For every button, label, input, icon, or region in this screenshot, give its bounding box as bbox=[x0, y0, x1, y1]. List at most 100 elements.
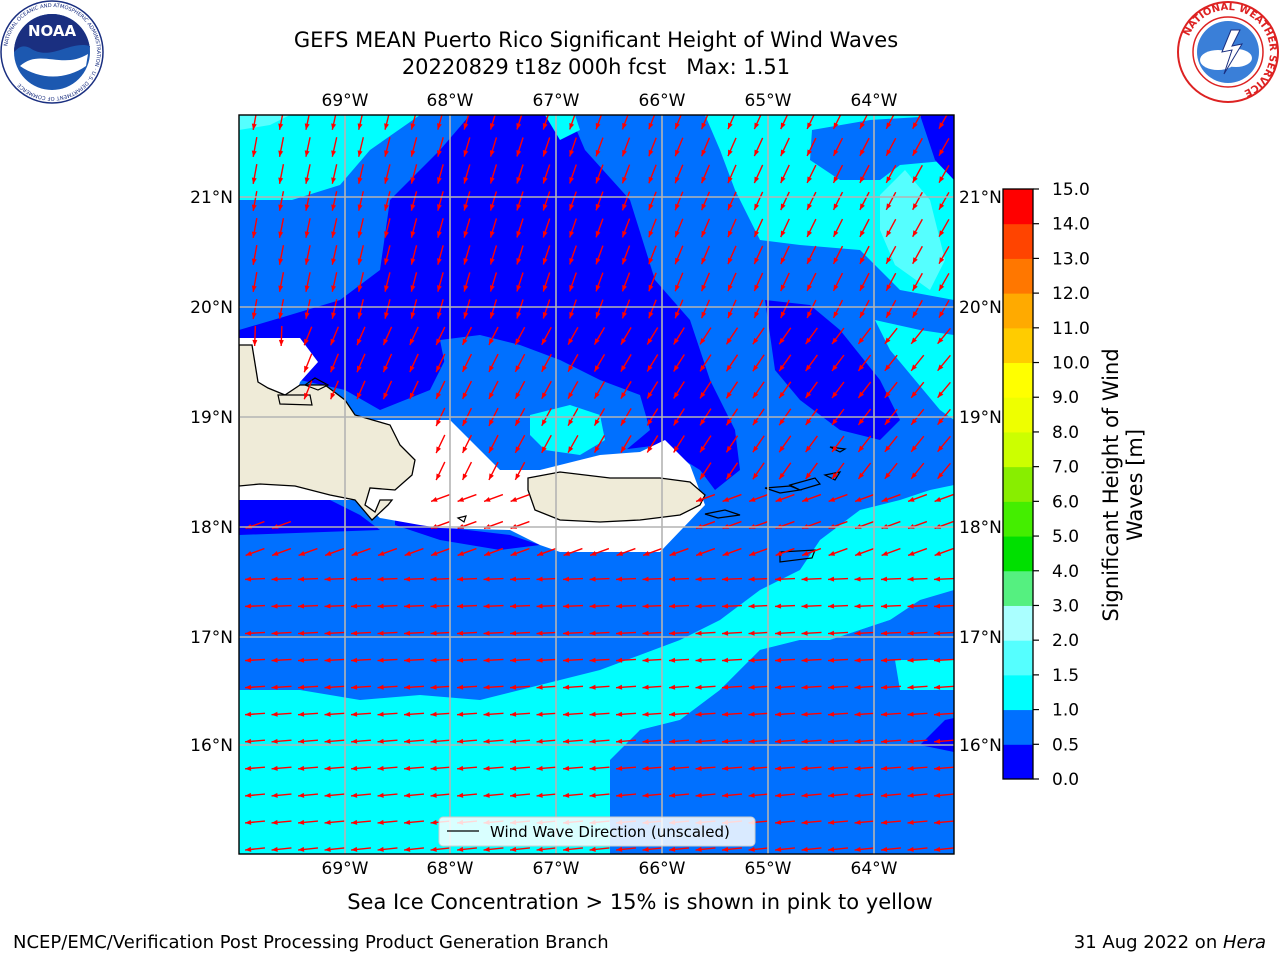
wave-direction-arrow bbox=[907, 846, 928, 852]
wave-direction-arrow bbox=[357, 299, 364, 319]
wave-direction-arrow bbox=[748, 711, 769, 717]
wave-direction-arrow bbox=[271, 684, 292, 690]
wave-direction-arrow bbox=[251, 218, 258, 238]
wave-direction-arrow bbox=[912, 164, 923, 184]
wave-direction-arrow bbox=[831, 381, 845, 399]
wave-direction-arrow bbox=[304, 299, 311, 319]
wave-direction-arrow bbox=[674, 191, 684, 211]
wave-direction-arrow bbox=[489, 191, 498, 211]
wave-direction-arrow bbox=[456, 630, 478, 636]
wave-direction-arrow bbox=[881, 547, 901, 557]
wave-direction-arrow bbox=[648, 272, 657, 292]
wave-direction-arrow bbox=[780, 245, 790, 265]
wave-direction-arrow bbox=[780, 115, 789, 130]
wave-direction-arrow bbox=[463, 191, 471, 211]
wave-direction-arrow bbox=[774, 711, 796, 717]
wave-direction-arrow bbox=[907, 684, 928, 690]
wave-direction-arrow bbox=[435, 326, 446, 346]
wave-direction-arrow bbox=[357, 272, 364, 292]
wave-direction-arrow bbox=[430, 765, 451, 771]
wave-direction-arrow bbox=[483, 684, 504, 690]
lon-label-bottom: 68°W bbox=[427, 859, 474, 879]
wave-direction-arrow bbox=[938, 115, 948, 130]
colorbar-tick-label: 10.0 bbox=[1052, 354, 1090, 374]
wave-direction-arrow bbox=[589, 792, 610, 798]
wave-direction-arrow bbox=[278, 299, 285, 319]
wave-direction-arrow bbox=[410, 245, 418, 265]
lat-label-right: 17°N bbox=[959, 628, 1002, 648]
wave-direction-arrow bbox=[435, 434, 446, 454]
wave-direction-arrow bbox=[271, 765, 292, 771]
wave-direction-arrow bbox=[403, 765, 425, 771]
wave-direction-arrow bbox=[907, 603, 928, 609]
wave-direction-arrow bbox=[699, 381, 712, 399]
wave-direction-arrow bbox=[778, 354, 792, 372]
wave-direction-arrow bbox=[536, 711, 557, 717]
wave-direction-arrow bbox=[753, 137, 764, 157]
wave-direction-arrow bbox=[536, 765, 557, 771]
wave-direction-arrow bbox=[509, 846, 531, 852]
wave-direction-arrow bbox=[695, 657, 716, 663]
wave-direction-arrow bbox=[278, 325, 284, 347]
wave-direction-arrow bbox=[881, 493, 901, 503]
wave-direction-arrow bbox=[589, 765, 610, 771]
lat-label-right: 16°N bbox=[959, 736, 1002, 756]
wave-direction-arrow bbox=[648, 137, 657, 157]
wave-direction-arrow bbox=[937, 462, 951, 480]
wave-direction-arrow bbox=[542, 218, 551, 238]
wave-direction-arrow bbox=[542, 245, 551, 265]
wave-direction-arrow bbox=[615, 738, 637, 744]
wave-direction-arrow bbox=[615, 657, 637, 663]
wave-direction-arrow bbox=[774, 765, 796, 771]
wave-direction-arrow bbox=[831, 435, 845, 453]
wave-direction-arrow bbox=[271, 792, 292, 798]
wave-direction-arrow bbox=[488, 380, 499, 400]
wave-direction-arrow bbox=[567, 326, 579, 346]
wind-wave-direction-arrows bbox=[244, 115, 954, 852]
wave-direction-arrow bbox=[700, 164, 711, 184]
wave-direction-arrow bbox=[297, 792, 319, 798]
wave-direction-arrow bbox=[854, 576, 875, 582]
wave-direction-arrow bbox=[938, 137, 950, 157]
contour-cyan-east bbox=[875, 320, 954, 420]
wave-direction-arrow bbox=[774, 603, 796, 609]
wave-direction-arrow bbox=[880, 684, 902, 690]
plot-title: GEFS MEAN Puerto Rico Significant Height… bbox=[293, 28, 899, 52]
wave-direction-arrow bbox=[854, 493, 875, 503]
wave-direction-arrow bbox=[880, 576, 902, 582]
wave-direction-arrow bbox=[674, 164, 684, 184]
wave-direction-arrow bbox=[589, 576, 610, 582]
sea-ice-caption: Sea Ice Concentration > 15% is shown in … bbox=[347, 890, 933, 914]
wave-direction-arrow bbox=[542, 137, 551, 157]
wave-direction-arrow bbox=[489, 245, 498, 265]
wave-direction-arrow bbox=[933, 657, 954, 663]
wave-direction-arrow bbox=[483, 765, 504, 771]
wave-direction-arrow bbox=[700, 218, 711, 238]
wave-direction-arrow bbox=[410, 218, 418, 238]
wave-direction-arrow bbox=[563, 547, 583, 557]
wave-direction-arrow bbox=[409, 353, 419, 373]
wave-direction-arrow bbox=[700, 137, 711, 157]
wave-direction-arrow bbox=[304, 137, 311, 157]
wave-direction-arrow bbox=[463, 137, 471, 157]
wave-direction-arrow bbox=[806, 137, 817, 157]
wave-direction-arrow bbox=[595, 164, 604, 184]
noaa-logo-icon: NOAA NATIONAL OCEANIC AND ATMOSPHERIC AD… bbox=[0, 0, 104, 104]
wave-direction-arrow bbox=[330, 353, 339, 373]
colorbar-frame bbox=[1002, 188, 1034, 780]
wave-direction-arrow bbox=[801, 493, 822, 503]
wave-direction-arrow bbox=[331, 272, 338, 292]
wave-direction-arrow bbox=[721, 846, 743, 852]
wave-direction-arrow bbox=[907, 630, 928, 636]
wave-direction-arrow bbox=[536, 792, 557, 798]
wave-direction-arrow bbox=[778, 462, 792, 480]
wave-direction-arrow bbox=[304, 191, 311, 211]
wave-direction-arrow bbox=[780, 137, 790, 157]
wave-direction-arrow bbox=[699, 462, 712, 480]
colorbar-tick-label: 3.0 bbox=[1052, 596, 1079, 616]
wave-direction-arrow bbox=[437, 245, 444, 265]
wave-direction-arrow bbox=[827, 819, 849, 825]
wave-direction-arrow bbox=[695, 738, 716, 744]
wave-direction-arrow bbox=[356, 380, 366, 400]
wave-direction-arrow bbox=[721, 792, 743, 798]
